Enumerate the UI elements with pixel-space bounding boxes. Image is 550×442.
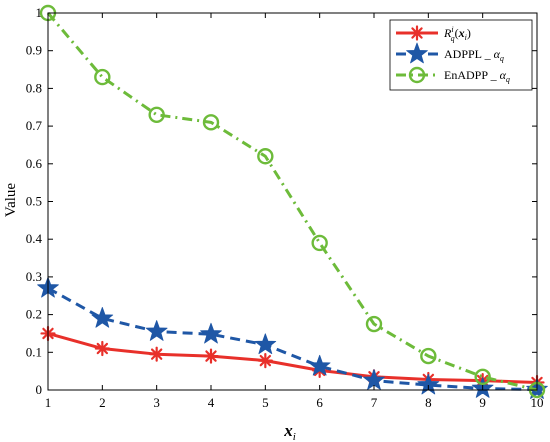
data-point <box>145 320 168 341</box>
data-point <box>200 322 222 344</box>
ticks-layer: 1 2 3 4 5 6 7 8 9 10 0 0.1 0.2 0.3 0.4 0.5 0.6 0.7 0.8 0.9 1 <box>26 5 544 410</box>
legend-label: EnADPP _ αq <box>444 68 510 84</box>
y-tick-label: 0.6 <box>26 156 43 171</box>
y-tick-label: 0.5 <box>26 194 42 209</box>
data-point <box>94 340 110 357</box>
x-tick-label: 8 <box>425 395 432 410</box>
data-point <box>94 68 111 86</box>
y-tick-label: 0.8 <box>26 80 42 95</box>
data-point <box>91 306 114 328</box>
legend-label: Ri q(xi) <box>443 25 471 43</box>
legend-marker <box>406 42 428 64</box>
x-axis-label: xi <box>283 421 296 442</box>
data-point <box>202 114 220 131</box>
data-point <box>474 368 491 386</box>
y-tick-label: 1 <box>36 5 43 20</box>
legend-label: ADPPL _ αq <box>444 47 504 63</box>
x-axis-label-sub: i <box>293 431 296 442</box>
data-point <box>148 106 165 123</box>
y-tick-label: 0.7 <box>26 118 43 133</box>
series-line <box>47 286 538 392</box>
x-tick-label: 1 <box>45 395 52 410</box>
y-tick-label: 0.1 <box>26 344 42 359</box>
legend: Ri q(xi) ADPPL _ αq EnADPP _ αq <box>389 19 533 91</box>
legend-entry: Ri q(xi) <box>396 25 471 43</box>
series-circle <box>39 4 546 399</box>
x-tick-label: 10 <box>531 395 544 410</box>
series-line <box>46 12 538 392</box>
y-tick-label: 0.3 <box>26 269 42 284</box>
legend-entry: EnADPP _ αq <box>396 66 510 84</box>
x-tick-label: 6 <box>316 395 323 410</box>
x-tick-label: 4 <box>208 395 215 410</box>
y-tick-label: 0 <box>36 382 43 397</box>
x-axis-label-main: x <box>283 421 293 440</box>
x-tick-label: 9 <box>479 395 486 410</box>
data-point <box>257 148 274 165</box>
legend-marker <box>408 66 426 84</box>
y-axis-label: Value <box>3 183 19 217</box>
x-tick-label: 5 <box>262 395 269 410</box>
x-tick-label: 2 <box>99 395 106 410</box>
legend-marker <box>409 25 425 41</box>
data-point <box>257 352 273 369</box>
data-point <box>420 347 437 365</box>
data-point <box>149 346 165 362</box>
legend-entry: ADPPL _ αq <box>396 42 504 64</box>
y-tick-label: 0.4 <box>26 231 43 246</box>
x-tick-label: 3 <box>153 395 160 410</box>
data-point <box>308 354 331 376</box>
y-tick-label: 0.9 <box>26 43 42 58</box>
y-tick-label: 0.2 <box>26 307 42 322</box>
series-line <box>47 332 538 384</box>
x-tick-label: 7 <box>371 395 378 410</box>
data-point <box>311 234 328 252</box>
data-point <box>203 348 219 364</box>
data-point <box>365 315 383 333</box>
data-point <box>254 333 277 355</box>
